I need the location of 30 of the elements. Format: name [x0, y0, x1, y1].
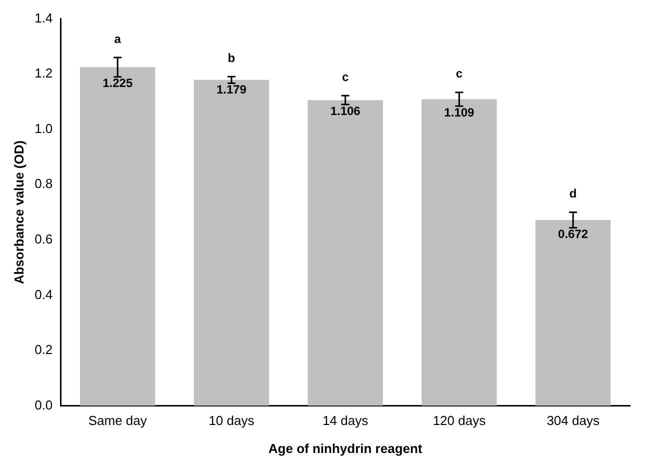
y-tick-label: 0.2 [34, 342, 53, 358]
annotation: b [228, 50, 236, 65]
annotation: c [342, 70, 349, 84]
data-label: 1.225 [102, 76, 133, 90]
data-label: 1.106 [330, 104, 361, 118]
y-tick-label: 1.0 [34, 120, 53, 136]
y-axis-title: Absorbance value (OD) [11, 140, 26, 284]
bar [194, 80, 270, 406]
x-tick-label: 14 days [322, 413, 369, 428]
y-tick-label: 0.4 [34, 286, 53, 302]
annotation: d [569, 186, 577, 201]
annotation: a [114, 32, 122, 46]
y-tick-label: 1.2 [34, 66, 53, 81]
y-tick-label: 0.8 [34, 176, 53, 192]
y-tick-label: 0.6 [34, 232, 53, 247]
bar [422, 99, 497, 406]
x-tick-label: 120 days [432, 413, 486, 428]
x-axis-title: Age of ninhydrin reagent [268, 440, 423, 456]
bar [308, 100, 383, 406]
data-label: 1.109 [444, 105, 475, 120]
bar [80, 67, 156, 406]
y-tick-label: 1.4 [34, 10, 53, 26]
bar [535, 220, 611, 406]
data-label: 0.672 [558, 227, 588, 242]
data-label: 1.179 [216, 82, 247, 97]
annotation: c [456, 66, 463, 81]
x-tick-label: 304 days [546, 413, 600, 428]
x-tick-label: 10 days [208, 413, 255, 428]
x-tick-label: Same day [88, 413, 148, 428]
y-tick-label: 0.0 [34, 397, 53, 412]
